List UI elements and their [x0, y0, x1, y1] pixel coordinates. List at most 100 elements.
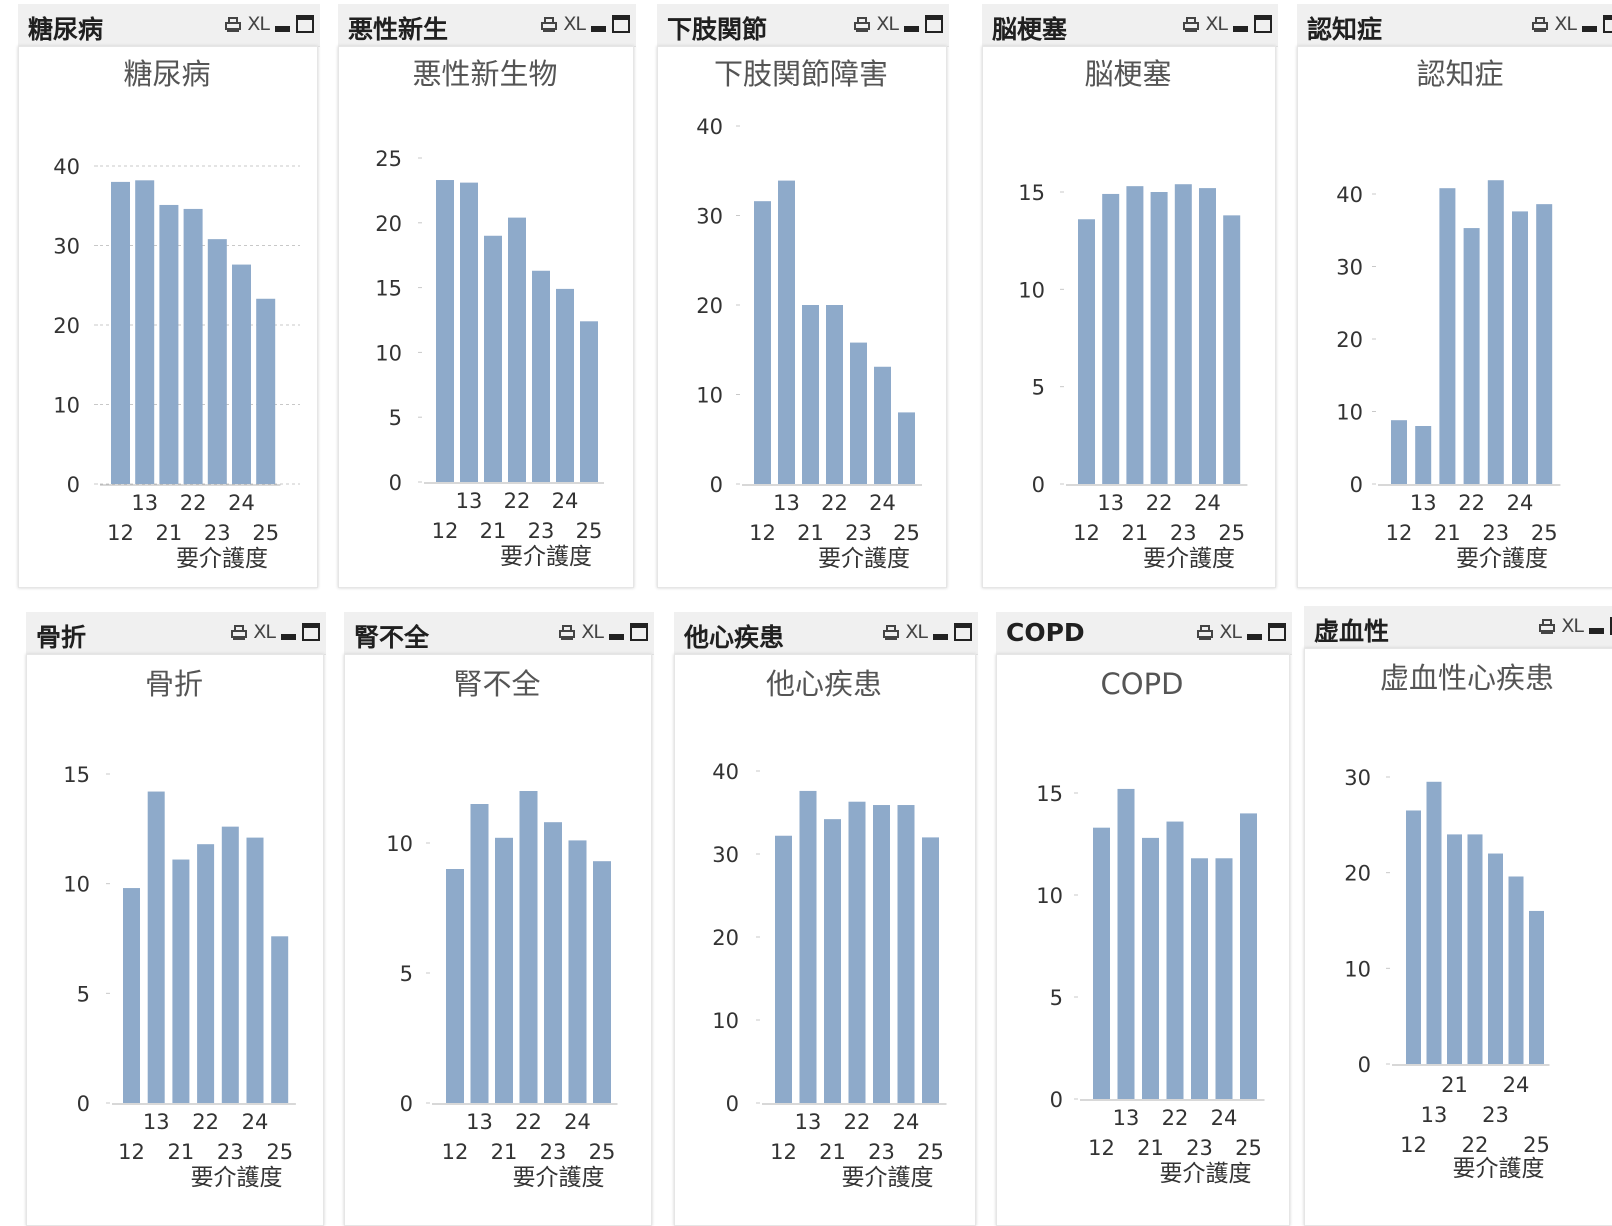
bar-12[interactable] [1093, 827, 1110, 1099]
bar-23[interactable] [221, 826, 239, 1103]
bar-24[interactable] [897, 805, 915, 1103]
bar-12[interactable] [1078, 219, 1095, 484]
bar-25[interactable] [256, 298, 276, 484]
bar-13[interactable] [135, 180, 155, 484]
bar-21[interactable] [495, 837, 513, 1103]
bar-12[interactable] [754, 201, 771, 484]
bar-13[interactable] [799, 790, 817, 1103]
bar-22[interactable] [519, 791, 538, 1103]
bar-21[interactable] [172, 859, 190, 1103]
bar-24[interactable] [556, 288, 574, 482]
bar-21[interactable] [484, 235, 502, 482]
chart-9-caption-bar[interactable]: COPD XL [996, 612, 1292, 655]
maximize-icon[interactable] [296, 15, 314, 33]
chart-8-caption-bar[interactable]: 他心疾患 XL [674, 612, 978, 655]
excel-export-icon[interactable]: XL [563, 13, 586, 35]
bar-13[interactable] [470, 804, 489, 1103]
bar-23[interactable] [850, 342, 867, 484]
excel-export-icon[interactable]: XL [876, 13, 899, 35]
bar-24[interactable] [1199, 188, 1216, 484]
bar-23[interactable] [207, 239, 227, 484]
bar-23[interactable] [1191, 858, 1208, 1099]
bar-22[interactable] [1467, 834, 1483, 1064]
excel-export-icon[interactable]: XL [1205, 13, 1228, 35]
bar-13[interactable] [1102, 193, 1120, 485]
bar-24[interactable] [1512, 211, 1528, 484]
maximize-icon[interactable] [954, 623, 972, 641]
bar-21[interactable] [1126, 186, 1144, 484]
bar-22[interactable] [183, 208, 203, 484]
bar-21[interactable] [824, 819, 841, 1103]
bar-25[interactable] [580, 321, 598, 482]
excel-export-icon[interactable]: XL [1561, 615, 1584, 637]
printer-icon[interactable] [1197, 624, 1214, 640]
minimize-icon[interactable] [1233, 17, 1248, 32]
printer-icon[interactable] [883, 624, 900, 640]
bar-22[interactable] [197, 844, 215, 1103]
minimize-icon[interactable] [1247, 625, 1262, 640]
minimize-icon[interactable] [1582, 17, 1597, 32]
excel-export-icon[interactable]: XL [581, 621, 604, 643]
bar-25[interactable] [1223, 215, 1241, 485]
chart-5-caption-bar[interactable]: 認知症 XL [1297, 4, 1612, 47]
bar-24[interactable] [232, 264, 251, 484]
maximize-icon[interactable] [1254, 15, 1272, 33]
bar-25[interactable] [1536, 204, 1553, 484]
bar-24[interactable] [246, 837, 264, 1103]
bar-24[interactable] [1215, 858, 1233, 1099]
bar-22[interactable] [848, 801, 866, 1103]
bar-22[interactable] [1463, 228, 1480, 484]
printer-icon[interactable] [1183, 16, 1200, 32]
bar-13[interactable] [1117, 788, 1135, 1099]
bar-21[interactable] [159, 204, 179, 484]
printer-icon[interactable] [225, 16, 242, 32]
chart-10-caption-bar[interactable]: 虚血性 XL [1304, 606, 1612, 649]
minimize-icon[interactable] [591, 17, 606, 32]
bar-23[interactable] [544, 822, 562, 1103]
bar-24[interactable] [568, 840, 587, 1103]
chart-4-caption-bar[interactable]: 脳梗塞 XL [982, 4, 1278, 47]
bar-22[interactable] [508, 217, 526, 482]
maximize-icon[interactable] [302, 623, 320, 641]
printer-icon[interactable] [1539, 618, 1556, 634]
chart-1-caption-bar[interactable]: 糖尿病 XL [18, 4, 320, 47]
bar-22[interactable] [1166, 821, 1184, 1099]
bar-25[interactable] [271, 936, 289, 1103]
minimize-icon[interactable] [933, 625, 948, 640]
minimize-icon[interactable] [609, 625, 624, 640]
maximize-icon[interactable] [925, 15, 943, 33]
printer-icon[interactable] [1532, 16, 1549, 32]
maximize-icon[interactable] [1610, 617, 1612, 635]
bar-23[interactable] [873, 805, 890, 1103]
bar-24[interactable] [1508, 876, 1524, 1064]
bar-22[interactable] [826, 305, 843, 484]
bar-13[interactable] [1415, 426, 1432, 484]
bar-13[interactable] [1426, 781, 1442, 1064]
printer-icon[interactable] [559, 624, 576, 640]
bar-12[interactable] [123, 888, 140, 1103]
printer-icon[interactable] [231, 624, 248, 640]
bar-25[interactable] [898, 412, 915, 484]
minimize-icon[interactable] [275, 17, 290, 32]
printer-icon[interactable] [541, 16, 558, 32]
bar-21[interactable] [1439, 188, 1456, 484]
chart-6-caption-bar[interactable]: 骨折 XL [26, 612, 326, 655]
printer-icon[interactable] [854, 16, 871, 32]
bar-23[interactable] [532, 270, 550, 482]
bar-12[interactable] [1406, 810, 1421, 1064]
bar-21[interactable] [802, 305, 819, 484]
maximize-icon[interactable] [1603, 15, 1612, 33]
bar-13[interactable] [778, 180, 795, 484]
bar-23[interactable] [1487, 180, 1504, 484]
bar-25[interactable] [1529, 910, 1544, 1064]
minimize-icon[interactable] [904, 17, 919, 32]
bar-13[interactable] [147, 791, 165, 1103]
excel-export-icon[interactable]: XL [253, 621, 276, 643]
bar-25[interactable] [1240, 813, 1257, 1099]
bar-25[interactable] [922, 837, 939, 1103]
maximize-icon[interactable] [1268, 623, 1286, 641]
bar-24[interactable] [874, 366, 891, 484]
bar-23[interactable] [1174, 184, 1192, 485]
bar-12[interactable] [446, 869, 464, 1103]
bar-12[interactable] [111, 181, 130, 484]
